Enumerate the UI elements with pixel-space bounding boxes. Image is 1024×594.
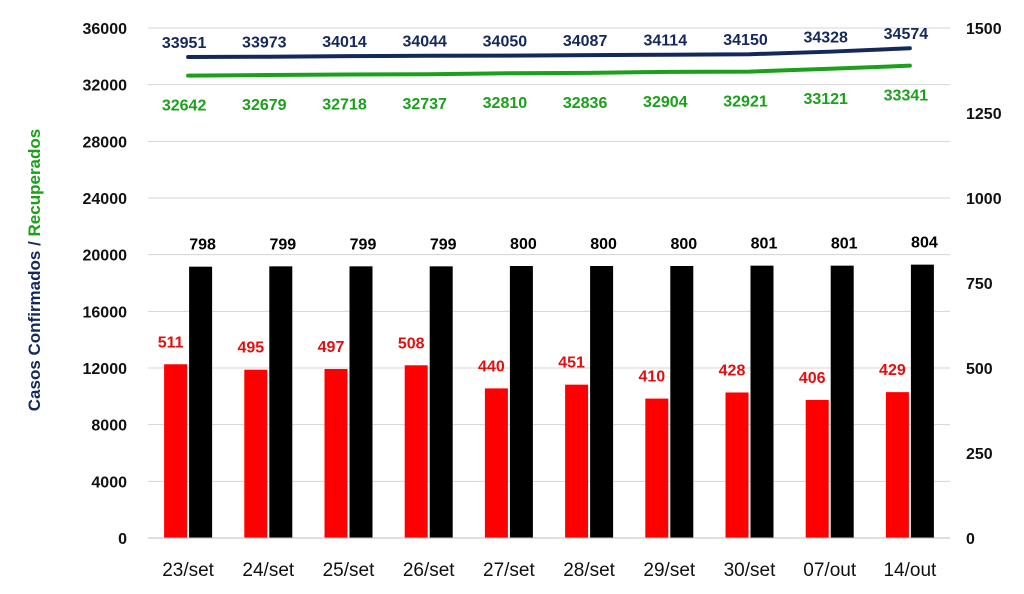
data-label-black: 800 — [590, 236, 617, 253]
bar-red — [164, 364, 188, 538]
y-axis-label-separator: / — [25, 236, 44, 250]
y-axis-label: Casos Confirmados / Recuperados — [25, 129, 44, 411]
bar-black — [349, 266, 373, 538]
bar-red — [805, 399, 829, 538]
data-label-red: 497 — [318, 339, 345, 356]
bar-black — [910, 264, 934, 538]
x-tick-label: 14/out — [883, 560, 937, 581]
y-tick-label-left: 12000 — [83, 361, 128, 378]
bar-black — [269, 266, 293, 538]
data-label-recovered: 32679 — [242, 97, 287, 114]
data-label-black: 798 — [189, 237, 216, 254]
bar-black — [189, 266, 213, 538]
y-axis-label-confirmed: Casos Confirmados — [25, 251, 44, 412]
data-label-recovered: 32642 — [162, 98, 207, 115]
bar-black — [509, 266, 533, 538]
data-label-red: 440 — [478, 358, 505, 375]
y-axis-label-recovered: Recuperados — [25, 129, 44, 237]
data-label-confirmed: 33973 — [242, 35, 287, 52]
data-label-confirmed: 34044 — [402, 34, 447, 51]
axes: 0400080001200016000200002400028000320003… — [83, 21, 1002, 581]
line-confirmed — [186, 46, 912, 60]
y-tick-label-right: 1000 — [966, 191, 1002, 208]
y-tick-label-left: 32000 — [83, 78, 128, 95]
data-label-recovered: 32921 — [723, 94, 768, 111]
data-label-red: 451 — [558, 355, 585, 372]
x-tick-label: 28/set — [563, 560, 615, 581]
data-label-confirmed: 34050 — [483, 34, 528, 51]
y-tick-label-right: 500 — [966, 361, 993, 378]
y-tick-label-left: 8000 — [91, 418, 127, 435]
data-label-black: 801 — [751, 236, 778, 253]
data-label-confirmed: 33951 — [162, 35, 207, 52]
data-label-confirmed: 34087 — [563, 33, 608, 50]
x-tick-label: 30/set — [724, 560, 776, 581]
x-tick-label: 24/set — [242, 560, 294, 581]
data-label-red: 428 — [719, 362, 746, 379]
data-label-recovered: 32718 — [322, 96, 367, 113]
data-label-black: 800 — [510, 236, 537, 253]
bars — [164, 264, 934, 538]
bar-black — [670, 266, 694, 538]
line-recovered — [186, 63, 912, 78]
x-tick-label: 27/set — [483, 560, 535, 581]
x-tick-label: 25/set — [323, 560, 375, 581]
x-tick-label: 07/out — [803, 560, 857, 581]
data-label-black: 800 — [670, 236, 697, 253]
data-label-confirmed: 34114 — [643, 33, 687, 50]
y-tick-label-left: 20000 — [83, 248, 128, 265]
data-label-red: 508 — [398, 335, 425, 352]
y-tick-label-left: 28000 — [83, 134, 128, 151]
bar-red — [484, 388, 508, 538]
data-label-confirmed: 34574 — [884, 26, 929, 43]
data-label-black: 801 — [831, 236, 858, 253]
data-label-recovered: 32737 — [402, 96, 447, 113]
y-tick-label-right: 1250 — [966, 106, 1002, 123]
bar-black — [429, 266, 453, 538]
bar-red — [725, 392, 749, 538]
bar-black — [830, 265, 854, 538]
y-tick-label-left: 36000 — [83, 21, 128, 38]
lines — [186, 46, 912, 78]
bar-red — [324, 369, 348, 538]
data-label-red: 429 — [879, 362, 906, 379]
bar-red — [404, 365, 428, 538]
x-tick-label: 29/set — [643, 560, 695, 581]
bar-red — [645, 398, 669, 538]
data-label-black: 799 — [430, 236, 457, 253]
y-tick-label-right: 750 — [966, 276, 993, 293]
data-label-black: 799 — [269, 236, 296, 253]
bar-red — [885, 392, 909, 538]
y-tick-label-left: 4000 — [91, 474, 127, 491]
y-tick-label-left: 24000 — [83, 191, 128, 208]
y-tick-label-left: 0 — [118, 531, 127, 548]
data-label-black: 804 — [911, 235, 938, 252]
data-label-recovered: 33341 — [884, 88, 929, 105]
data-label-red: 511 — [158, 334, 184, 351]
y-tick-label-right: 1500 — [966, 21, 1002, 38]
data-label-recovered: 32836 — [563, 95, 608, 112]
data-label-recovered: 32810 — [483, 95, 528, 112]
y-tick-label-left: 16000 — [83, 304, 128, 321]
x-tick-label: 26/set — [403, 560, 455, 581]
data-label-black: 799 — [350, 236, 377, 253]
bar-red — [565, 384, 589, 538]
data-label-red: 410 — [638, 369, 665, 386]
data-labels: 511 495 497 508 440 451 410 428 406 429 798 799 799 7… — [158, 26, 938, 387]
data-label-recovered: 33121 — [803, 91, 848, 108]
data-label-red: 406 — [799, 370, 826, 387]
data-label-confirmed: 34328 — [803, 30, 848, 47]
bar-black — [750, 265, 774, 538]
data-label-red: 495 — [237, 340, 264, 357]
data-label-confirmed: 34150 — [723, 32, 768, 49]
bar-black — [590, 266, 614, 538]
x-tick-label: 23/set — [162, 560, 214, 581]
y-tick-label-right: 0 — [966, 531, 975, 548]
data-label-recovered: 32904 — [643, 94, 688, 111]
bar-red — [244, 369, 268, 538]
y-tick-label-right: 250 — [966, 446, 993, 463]
data-label-confirmed: 34014 — [322, 34, 367, 51]
